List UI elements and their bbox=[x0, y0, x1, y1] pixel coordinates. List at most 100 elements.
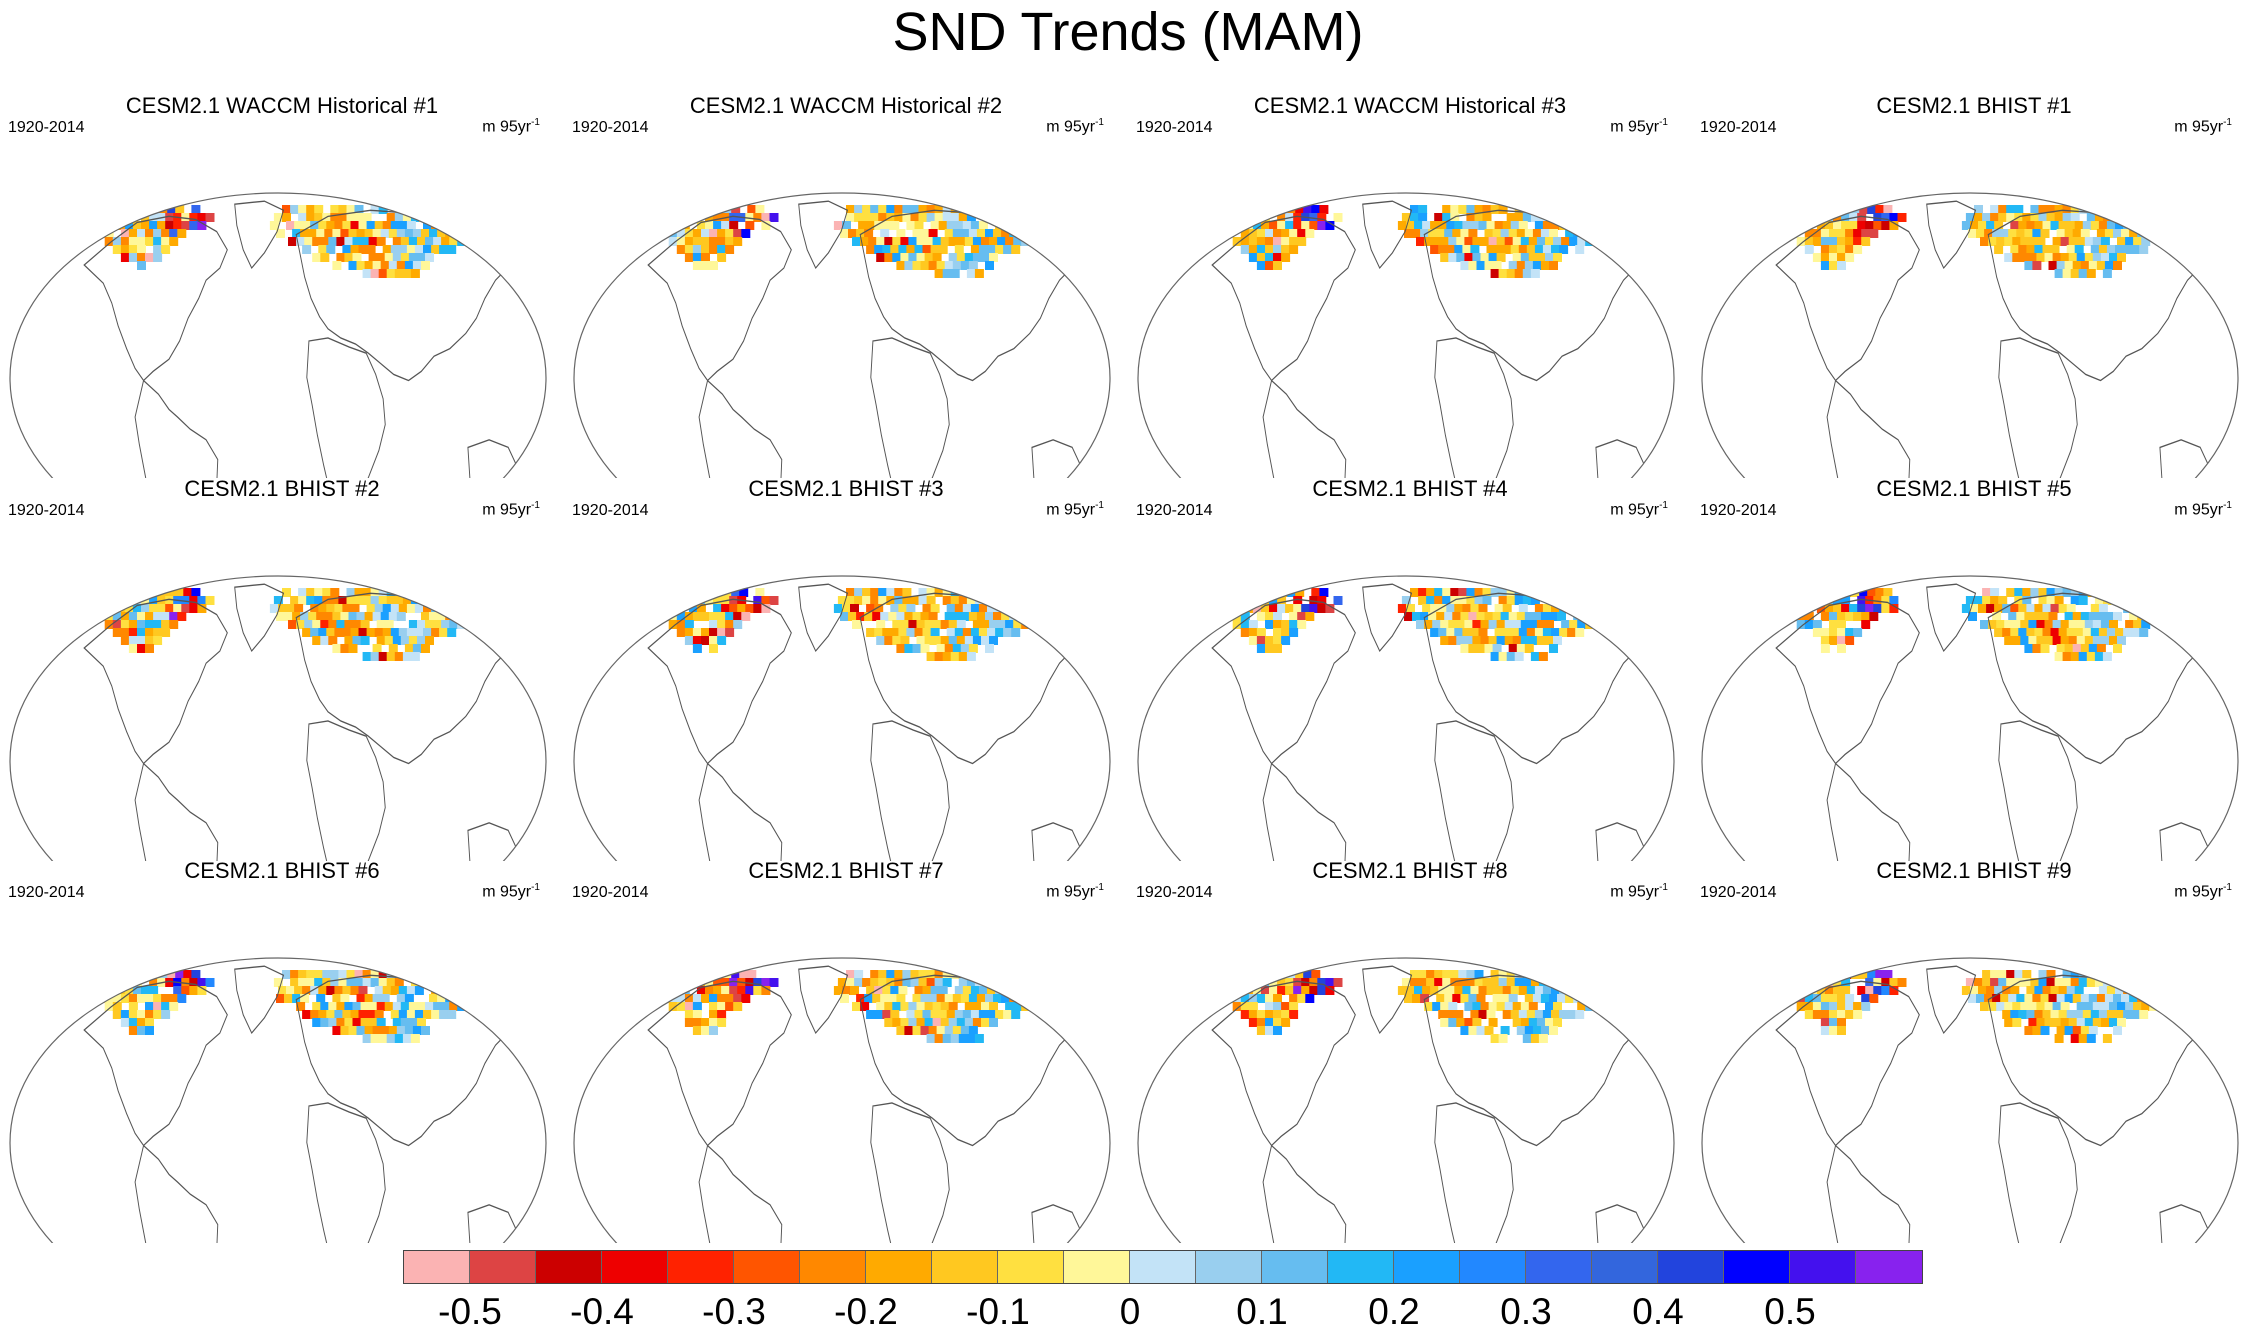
snow-trend-cell bbox=[731, 205, 741, 214]
snow-trend-cell bbox=[2030, 978, 2040, 987]
panel-period-label: 1920-2014 bbox=[1700, 884, 1777, 901]
snow-trend-cell bbox=[205, 978, 215, 987]
snow-trend-cell bbox=[419, 588, 428, 597]
colorbar-swatch bbox=[932, 1251, 998, 1283]
snow-trend-cell bbox=[145, 229, 154, 238]
snow-trend-cell bbox=[1970, 221, 1979, 230]
snow-trend-cell bbox=[366, 604, 376, 613]
snow-trend-cell bbox=[2020, 1002, 2030, 1011]
snow-trend-cell bbox=[2086, 1034, 2096, 1043]
snow-trend-cell bbox=[701, 1018, 710, 1027]
snow-trend-cell bbox=[408, 620, 418, 629]
snow-trend-cell bbox=[2048, 261, 2058, 270]
snow-trend-cell bbox=[1438, 245, 1448, 254]
units-base: m 95yr bbox=[1610, 883, 1660, 901]
snow-trend-cell bbox=[376, 253, 386, 262]
snow-trend-cell bbox=[2050, 221, 2060, 230]
snow-trend-cell bbox=[1853, 229, 1863, 238]
snow-trend-cell bbox=[394, 1034, 404, 1043]
snow-trend-cell bbox=[398, 221, 408, 230]
map-border bbox=[1137, 957, 1675, 1243]
snow-trend-cell bbox=[910, 213, 920, 222]
snow-trend-cell bbox=[145, 644, 154, 653]
snow-trend-cell bbox=[709, 1002, 718, 1011]
snow-trend-cell bbox=[2052, 636, 2062, 645]
snow-trend-cell bbox=[2133, 237, 2143, 246]
snow-trend-cell bbox=[1248, 628, 1258, 637]
snow-trend-cell bbox=[1502, 604, 1512, 613]
snow-trend-cell bbox=[1325, 221, 1335, 230]
colorbar-tick-label: 0.2 bbox=[1368, 1291, 1420, 1332]
snow-trend-cell bbox=[282, 970, 291, 979]
snow-trend-cell bbox=[1520, 636, 1530, 645]
snow-trend-cell bbox=[701, 237, 710, 246]
snow-trend-cell bbox=[1460, 229, 1470, 238]
snow-trend-cell bbox=[1506, 596, 1516, 605]
snow-trend-cell bbox=[1875, 588, 1885, 597]
panel-title: CESM2.1 BHIST #3 bbox=[748, 476, 944, 501]
snow-trend-cell bbox=[1043, 604, 1053, 613]
snow-trend-cell bbox=[2143, 213, 2153, 222]
snow-trend-cell bbox=[922, 628, 932, 637]
snow-trend-cell bbox=[1996, 237, 2006, 246]
snow-trend-cell bbox=[435, 588, 445, 597]
snow-trend-cell bbox=[306, 213, 316, 222]
snow-trend-cell bbox=[1506, 652, 1516, 661]
snow-trend-cell bbox=[1524, 229, 1534, 238]
snow-trend-cell bbox=[934, 978, 944, 987]
snow-trend-cell bbox=[404, 261, 414, 270]
snow-trend-cell bbox=[443, 205, 453, 214]
units-base: m 95yr bbox=[2174, 883, 2224, 901]
snow-trend-cell bbox=[942, 596, 952, 605]
snow-trend-cell bbox=[729, 221, 739, 230]
snow-trend-cell bbox=[302, 245, 312, 254]
snow-trend-cell bbox=[1019, 986, 1029, 995]
snow-trend-cell bbox=[968, 229, 978, 238]
snow-trend-cell bbox=[1252, 213, 1262, 222]
snow-trend-cell bbox=[189, 213, 199, 222]
snow-trend-cell bbox=[1837, 237, 1846, 246]
snow-trend-cell bbox=[2024, 1026, 2034, 1035]
snow-trend-cell bbox=[298, 970, 308, 979]
snow-trend-cell bbox=[318, 986, 328, 995]
snow-trend-cell bbox=[417, 237, 426, 246]
snow-trend-cell bbox=[181, 221, 191, 230]
snow-trend-cell bbox=[2012, 237, 2022, 246]
panel-units-label: m 95yr-1 bbox=[482, 113, 540, 137]
snow-trend-cell bbox=[461, 229, 471, 238]
snow-trend-cell bbox=[1818, 970, 1828, 979]
map-border bbox=[573, 957, 1111, 1243]
snow-trend-cell bbox=[1968, 994, 1977, 1003]
snow-trend-cell bbox=[350, 245, 360, 254]
colorbar-swatch bbox=[734, 1251, 800, 1283]
snow-trend-cell bbox=[1011, 221, 1021, 230]
snow-trend-cell bbox=[1867, 970, 1877, 979]
coastline bbox=[1998, 720, 2078, 861]
coastline bbox=[1595, 439, 1646, 478]
snow-trend-cell bbox=[2052, 237, 2062, 246]
snow-trend-cell bbox=[1589, 612, 1599, 621]
coastline bbox=[1211, 598, 1356, 765]
snow-trend-cell bbox=[181, 986, 191, 995]
snow-trend-cell bbox=[1496, 636, 1506, 645]
snow-trend-cell bbox=[2115, 221, 2124, 230]
panel-title: CESM2.1 BHIST #7 bbox=[748, 858, 944, 883]
snow-trend-cell bbox=[854, 596, 864, 605]
snow-trend-cell bbox=[1996, 1002, 2006, 1011]
snow-trend-cell bbox=[447, 221, 457, 230]
snow-trend-cell bbox=[165, 213, 175, 222]
snow-trend-cell bbox=[354, 970, 364, 979]
snow-trend-cell bbox=[384, 636, 394, 645]
snow-trend-cell bbox=[128, 1002, 138, 1011]
snow-trend-cell bbox=[918, 213, 928, 222]
snow-trend-cell bbox=[944, 644, 954, 653]
snow-trend-cell bbox=[668, 620, 678, 629]
snow-trend-cell bbox=[860, 1002, 870, 1011]
snow-trend-cell bbox=[360, 636, 370, 645]
snow-trend-cell bbox=[439, 604, 449, 613]
snow-trend-cell bbox=[1285, 986, 1295, 995]
snow-trend-cell bbox=[143, 588, 152, 597]
snow-trend-cell bbox=[983, 588, 992, 597]
snow-trend-cell bbox=[302, 986, 312, 995]
snow-trend-cell bbox=[1522, 213, 1532, 222]
